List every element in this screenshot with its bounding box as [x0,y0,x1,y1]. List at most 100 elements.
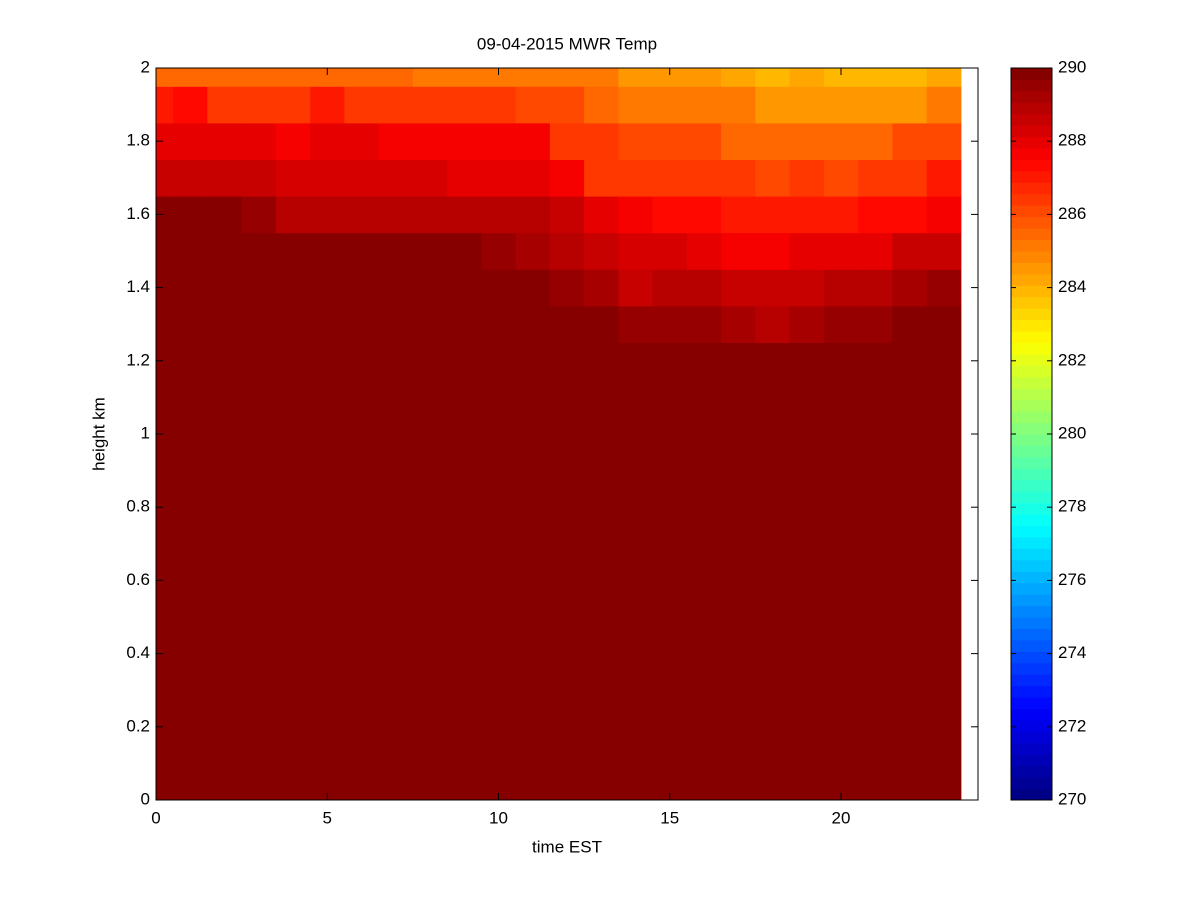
heatmap-cell [858,122,893,160]
heatmap-cell [447,525,482,563]
heatmap-cell [823,671,859,709]
heatmap-cell [789,671,825,709]
heatmap-cell [549,525,585,563]
heatmap-cell [412,269,448,307]
heatmap-cell [823,635,859,673]
heatmap-cell [156,781,174,800]
heatmap-cell [412,342,448,380]
colorbar-swatch [1011,159,1052,172]
heatmap-cell [789,269,825,307]
heatmap-cell [721,269,756,307]
heatmap-cell [789,708,825,746]
heatmap-cell [378,708,414,746]
heatmap-cell [515,671,551,709]
heatmap-cell [207,415,243,453]
heatmap-cell [618,122,654,160]
heatmap-cell [858,269,893,307]
heatmap-cell [549,671,585,709]
heatmap-cell [310,122,345,160]
heatmap-cell [618,598,654,636]
heatmap-cell [823,598,859,636]
heatmap-cell [755,781,791,800]
heatmap-cell [378,269,414,307]
heatmap-cell [926,68,962,87]
heatmap-cell [652,781,688,800]
heatmap-cell [652,159,688,197]
heatmap-cell [310,305,345,343]
heatmap-cell [173,269,208,307]
heatmap-cell [156,86,174,124]
heatmap-cell [858,671,893,709]
heatmap-cell [858,342,893,380]
heatmap-cell [618,269,654,307]
heatmap-cell [789,781,825,800]
colorbar-swatch [1011,273,1052,286]
heatmap-cell [275,196,311,234]
heatmap-cell [481,415,517,453]
colorbar: 270 272 274 276 278 280 282 284 286 288 290 [1010,57,1086,808]
heatmap-cell [892,342,928,380]
heatmap-cell [515,745,551,783]
colorbar-swatch [1011,731,1052,744]
heatmap-cell [378,196,414,234]
heatmap-cell [156,488,174,526]
heatmap-cell [789,305,825,343]
heatmap-cell [652,708,688,746]
heatmap-cell [173,196,208,234]
heatmap-cell [447,488,482,526]
heatmap-cell [823,86,859,124]
heatmap-cell [892,305,928,343]
heatmap-cell [378,415,414,453]
colorbar-swatch [1011,491,1052,504]
heatmap-cell [618,525,654,563]
heatmap-cell [789,452,825,490]
heatmap-cell [789,562,825,600]
heatmap-cell [275,232,311,270]
heatmap-cell [241,562,277,600]
heatmap-cell [721,68,756,87]
heatmap-cell [173,525,208,563]
colorbar-swatch [1011,434,1052,446]
heatmap-cell [823,379,859,417]
heatmap-cell [584,415,619,453]
heatmap-cell [412,232,448,270]
heatmap-cell [789,488,825,526]
colorbar-swatch [1011,148,1052,160]
colorbar-swatch [1011,136,1052,149]
heatmap-cell [584,86,619,124]
heatmap-cell [156,232,174,270]
heatmap-cell [789,196,825,234]
heatmap-cell [173,68,208,87]
heatmap-cell [447,781,482,800]
heatmap-cell [275,488,311,526]
heatmap-cell [652,196,688,234]
heatmap-cell [241,415,277,453]
heatmap-cell [584,232,619,270]
heatmap-cell [549,379,585,417]
heatmap-cell [241,159,277,197]
heatmap-cell [156,598,174,636]
heatmap-cell [207,562,243,600]
heatmap-cell [173,232,208,270]
heatmap-cell [344,159,380,197]
y-tick-label: 1.6 [126,204,150,223]
heatmap-cell [618,68,654,87]
heatmap-cell [755,68,791,87]
heatmap-cell [652,305,688,343]
heatmap-cell [447,196,482,234]
heatmap-cell [721,196,756,234]
colorbar-swatch [1011,308,1052,321]
heatmap-cell [241,269,277,307]
heatmap-cell [823,708,859,746]
heatmap-cell [823,305,859,343]
heatmap-cell [926,159,962,197]
heatmap-cells [156,68,962,800]
colorbar-swatch [1011,777,1052,790]
colorbar-swatch [1011,765,1052,778]
heatmap-cell [412,122,448,160]
heatmap-cell [755,196,791,234]
heatmap-cell [156,745,174,783]
heatmap-cell [412,781,448,800]
heatmap-cell [412,196,448,234]
